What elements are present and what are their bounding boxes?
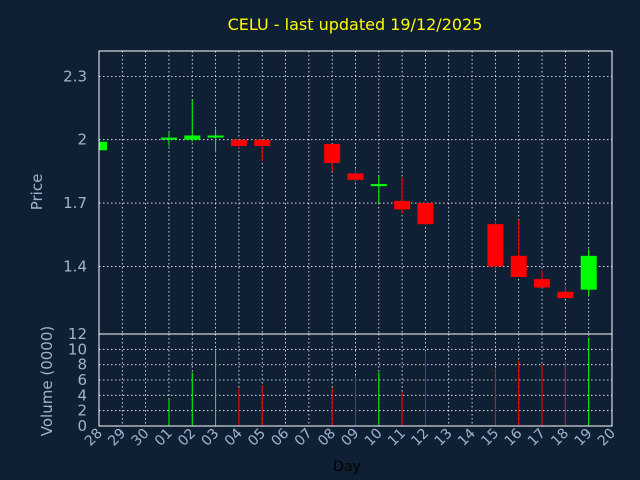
candle-body [230, 139, 247, 147]
volume-tick-label: 8 [77, 356, 87, 374]
volume-tick-label: 12 [68, 325, 87, 343]
volume-tick-label: 2 [77, 402, 87, 420]
candle-body [184, 135, 201, 140]
volume-panel-frame [98, 333, 613, 427]
price-tick-label: 1.7 [63, 194, 87, 212]
candle-body [417, 203, 434, 225]
chart-title: CELU - last updated 19/12/2025 [228, 15, 483, 34]
volume-tick-label: 0 [77, 417, 87, 435]
candle-body [207, 135, 224, 138]
price-tick-label: 2.3 [63, 67, 87, 85]
price-axis-label: Price [28, 174, 46, 211]
panel-frames [98, 50, 613, 427]
candle-body [510, 255, 527, 277]
price-tick-label: 1.4 [63, 257, 87, 275]
candle-body [370, 184, 387, 187]
candle-body [254, 139, 271, 147]
price-tick-label: 2 [77, 131, 87, 149]
volume-axis-label: Volume (0000) [38, 326, 56, 436]
candle-body [394, 200, 411, 210]
candle-body [347, 173, 364, 180]
candle-body [534, 279, 551, 288]
candle-body [557, 291, 574, 299]
candle-body [580, 255, 597, 290]
x-axis-label: Day [333, 459, 361, 475]
volume-tick-label: 10 [68, 340, 87, 358]
volume-tick-label: 6 [77, 371, 87, 389]
candle-body [160, 137, 177, 140]
candle-body [324, 143, 341, 163]
candle-body [99, 141, 107, 151]
volume-tick-label: 4 [77, 386, 87, 404]
candle-body [487, 224, 504, 267]
